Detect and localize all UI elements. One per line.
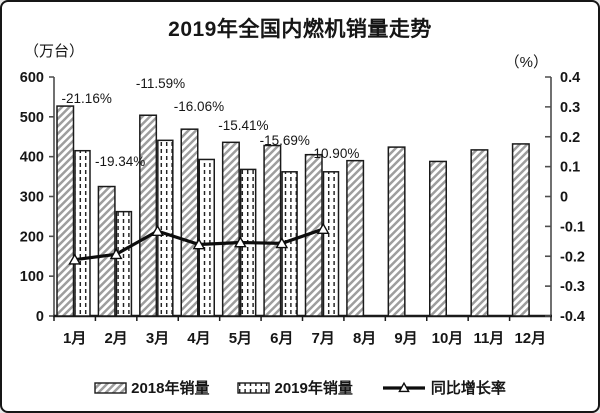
- legend-label-growth-rate: 同比增长率: [430, 380, 506, 397]
- bar-2018-12月: [511, 143, 530, 317]
- bar-2019-4月: [198, 158, 215, 317]
- legend-label-2018-sales: 2018年销量: [131, 380, 210, 397]
- x-axis-month-label: 7月: [312, 330, 335, 347]
- left-axis-tick-label: 100: [20, 269, 44, 285]
- left-axis-tick-label: 500: [20, 110, 44, 126]
- bar-2018-3月: [139, 114, 158, 317]
- bar-2018-11月: [470, 149, 489, 317]
- right-axis-tick-label: 0.2: [560, 130, 580, 146]
- bar-2018-5月: [221, 141, 240, 317]
- right-axis-tick-label: 0: [560, 190, 568, 206]
- growth-rate-data-label: -21.16%: [62, 91, 112, 106]
- dashed-swatch-icon: [237, 381, 271, 394]
- right-axis-tick-label: -0.3: [560, 279, 585, 295]
- triangle-marker: [68, 253, 82, 265]
- bar-2018-6月: [263, 144, 282, 317]
- triangle-marker: [275, 236, 289, 249]
- bar-2019-3月: [157, 139, 174, 317]
- x-axis-month-label: 1月: [63, 330, 86, 347]
- bar-2018-1月: [56, 105, 75, 317]
- x-axis-month-label: 9月: [394, 330, 417, 347]
- bar-2018-10月: [429, 160, 447, 317]
- bar-2019-2月: [115, 210, 133, 317]
- right-axis-tick-label: -0.4: [560, 309, 585, 325]
- right-axis-tick-label: 0.1: [560, 160, 580, 176]
- bar-2019-7月: [322, 171, 340, 317]
- legend-item-2019-sales: 2019年销量: [237, 377, 353, 398]
- right-axis-tick-label: 0.4: [560, 70, 580, 86]
- x-axis-month-label: 8月: [353, 330, 376, 347]
- triangle-marker: [109, 247, 123, 260]
- bar-2018-2月: [97, 185, 116, 317]
- chart-legend: 2018年销量 2019年销量 同比增长率: [2, 377, 598, 398]
- right-axis-unit-label: （%）: [504, 54, 548, 71]
- growth-rate-data-label: -15.69%: [260, 133, 310, 148]
- x-axis-month-label: 5月: [229, 330, 252, 347]
- hatched-swatch-icon: [94, 381, 127, 394]
- right-axis-tick-label: -0.1: [560, 219, 585, 235]
- triangle-marker: [316, 222, 330, 234]
- triangle-marker: [233, 236, 247, 248]
- right-axis-tick-label: -0.2: [560, 249, 585, 265]
- bar-2018-9月: [387, 146, 406, 317]
- bar-2019-1月: [74, 149, 91, 317]
- legend-label-2019-sales: 2019年销量: [274, 380, 353, 397]
- legend-item-2018-sales: 2018年销量: [94, 377, 209, 398]
- x-axis-month-label: 6月: [270, 330, 293, 347]
- left-axis-tick-label: 400: [20, 150, 44, 166]
- x-axis-month-label: 10月: [432, 330, 464, 347]
- x-axis-month-label: 3月: [146, 330, 169, 347]
- x-axis-month-label: 12月: [514, 330, 546, 347]
- growth-rate-data-label: -16.06%: [174, 99, 224, 114]
- chart-title: 2019年全国内燃机销量走势: [168, 18, 432, 41]
- growth-rate-data-label: -11.59%: [136, 76, 185, 91]
- bar-2018-4月: [180, 128, 199, 317]
- bar-2018-8月: [346, 159, 365, 317]
- x-axis-month-label: 11月: [473, 330, 504, 347]
- growth-rate-data-label: -10.90%: [309, 146, 359, 161]
- x-axis-month-label: 4月: [187, 330, 210, 347]
- left-axis-tick-label: 600: [20, 70, 44, 86]
- left-axis-tick-label: 300: [20, 190, 44, 206]
- left-axis-tick-label: 0: [36, 309, 44, 325]
- growth-rate-data-label: -15.41%: [218, 118, 268, 133]
- x-axis-month-label: 2月: [104, 330, 127, 347]
- left-axis-tick-label: 200: [20, 229, 44, 245]
- triangle-marker: [192, 238, 206, 250]
- line-triangle-marker-icon: [382, 381, 425, 392]
- triangle-marker: [151, 224, 164, 237]
- left-axis-unit-label: （万台）: [24, 43, 85, 60]
- right-axis-tick-label: 0.3: [560, 100, 580, 116]
- legend-item-growth-rate: 同比增长率: [381, 377, 506, 398]
- growth-rate-data-label: -19.34%: [95, 154, 145, 169]
